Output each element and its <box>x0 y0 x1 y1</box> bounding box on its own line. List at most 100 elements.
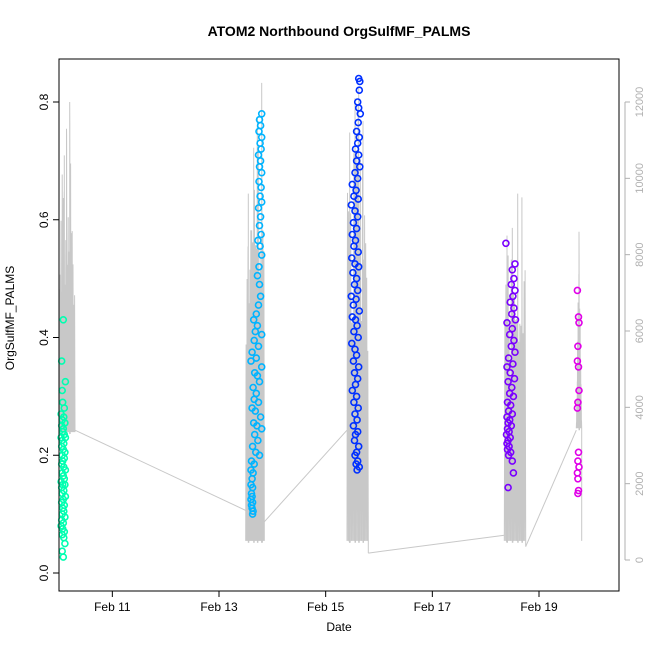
data-point <box>503 363 511 371</box>
data-point <box>509 392 518 401</box>
y-tick-label: 0.4 <box>37 329 51 346</box>
data-point <box>351 451 359 460</box>
y-tick-label: 0.8 <box>37 93 51 110</box>
data-point <box>350 242 358 250</box>
data-point <box>257 183 265 192</box>
data-point <box>59 315 68 324</box>
data-point <box>254 204 263 212</box>
data-point <box>507 280 516 289</box>
data-point <box>504 377 512 386</box>
data-point <box>352 295 360 304</box>
data-point <box>350 368 359 377</box>
scatter-points <box>57 74 583 561</box>
data-point <box>353 416 361 424</box>
data-point <box>507 342 516 351</box>
data-point <box>349 301 358 309</box>
altitude-series <box>58 82 583 554</box>
data-point <box>353 466 361 474</box>
data-point <box>573 286 582 295</box>
data-point <box>504 483 512 492</box>
data-point <box>351 168 359 177</box>
data-point <box>251 327 260 336</box>
data-point <box>350 280 359 289</box>
data-point <box>355 86 364 94</box>
data-point <box>349 421 358 430</box>
data-point <box>257 363 266 371</box>
data-point <box>511 348 519 357</box>
data-point <box>508 324 517 333</box>
data-point <box>255 280 264 289</box>
data-point <box>351 145 360 153</box>
data-point <box>510 374 519 383</box>
data-point <box>347 254 356 262</box>
data-point <box>352 224 361 233</box>
y-axis-right: 0 2000 4000 6000 8000 10000 12000 <box>624 87 646 563</box>
chart-title: ATOM2 Northbound OrgSulfMF_PALMS <box>208 23 471 39</box>
data-point <box>255 377 264 386</box>
data-point <box>348 180 357 189</box>
data-point <box>350 436 359 445</box>
x-axis-label: Date <box>326 620 352 634</box>
data-point <box>257 330 266 339</box>
data-point <box>508 265 517 274</box>
data-point <box>61 377 70 386</box>
data-point <box>511 260 519 268</box>
data-point <box>355 77 364 86</box>
y2-tick-label: 2000 <box>634 471 646 495</box>
data-point <box>507 310 516 318</box>
data-point <box>356 110 365 118</box>
data-point <box>255 221 264 230</box>
y-tick-label: 0.0 <box>37 564 51 581</box>
data-point <box>350 327 358 336</box>
x-tick-label: Feb 17 <box>414 600 452 614</box>
data-point <box>354 333 363 342</box>
data-point <box>252 310 261 318</box>
data-point <box>353 98 362 106</box>
altitude-flight-1 <box>245 82 265 543</box>
data-point <box>248 442 257 451</box>
series-2 <box>347 74 365 474</box>
data-point <box>247 357 255 365</box>
y2-tick-label: 12000 <box>634 87 646 118</box>
altitude-flight-3 <box>503 193 527 547</box>
data-point <box>574 448 583 457</box>
data-point <box>257 230 265 239</box>
data-point <box>253 271 262 280</box>
x-tick-label: Feb 19 <box>520 600 558 614</box>
data-point <box>509 469 518 477</box>
data-point <box>574 474 582 483</box>
data-point <box>508 457 517 465</box>
data-point <box>349 357 358 365</box>
data-point <box>573 404 582 412</box>
altitude-line-1 <box>245 82 265 543</box>
altitude-connector-1 <box>263 429 348 523</box>
y-axis-label: OrgSulfMF_PALMS <box>3 266 17 370</box>
data-point <box>349 268 357 277</box>
data-point <box>255 127 263 136</box>
data-point <box>352 392 361 401</box>
altitude-line-3 <box>503 193 527 547</box>
data-point <box>60 404 69 412</box>
data-point <box>351 207 359 215</box>
data-point <box>256 292 265 301</box>
data-point <box>506 298 515 307</box>
altitude-connector-0 <box>74 429 246 511</box>
y2-tick-label: 4000 <box>634 395 646 419</box>
x-tick-label: Feb 15 <box>307 600 345 614</box>
data-point <box>352 351 361 360</box>
data-point <box>58 547 67 556</box>
data-point <box>257 251 266 259</box>
data-point <box>502 239 510 248</box>
altitude-connector-3 <box>525 430 577 547</box>
series-4 <box>573 286 583 498</box>
altitude-connector-2 <box>368 534 505 554</box>
data-point <box>509 292 517 301</box>
data-point <box>353 286 362 295</box>
data-point <box>257 424 266 433</box>
data-point <box>353 321 361 330</box>
data-point <box>511 315 520 324</box>
y-tick-label: 0.6 <box>37 211 51 228</box>
data-point <box>354 262 363 271</box>
x-axis: Feb 11 Feb 13 Feb 15 Feb 17 Feb 19 <box>94 591 558 614</box>
